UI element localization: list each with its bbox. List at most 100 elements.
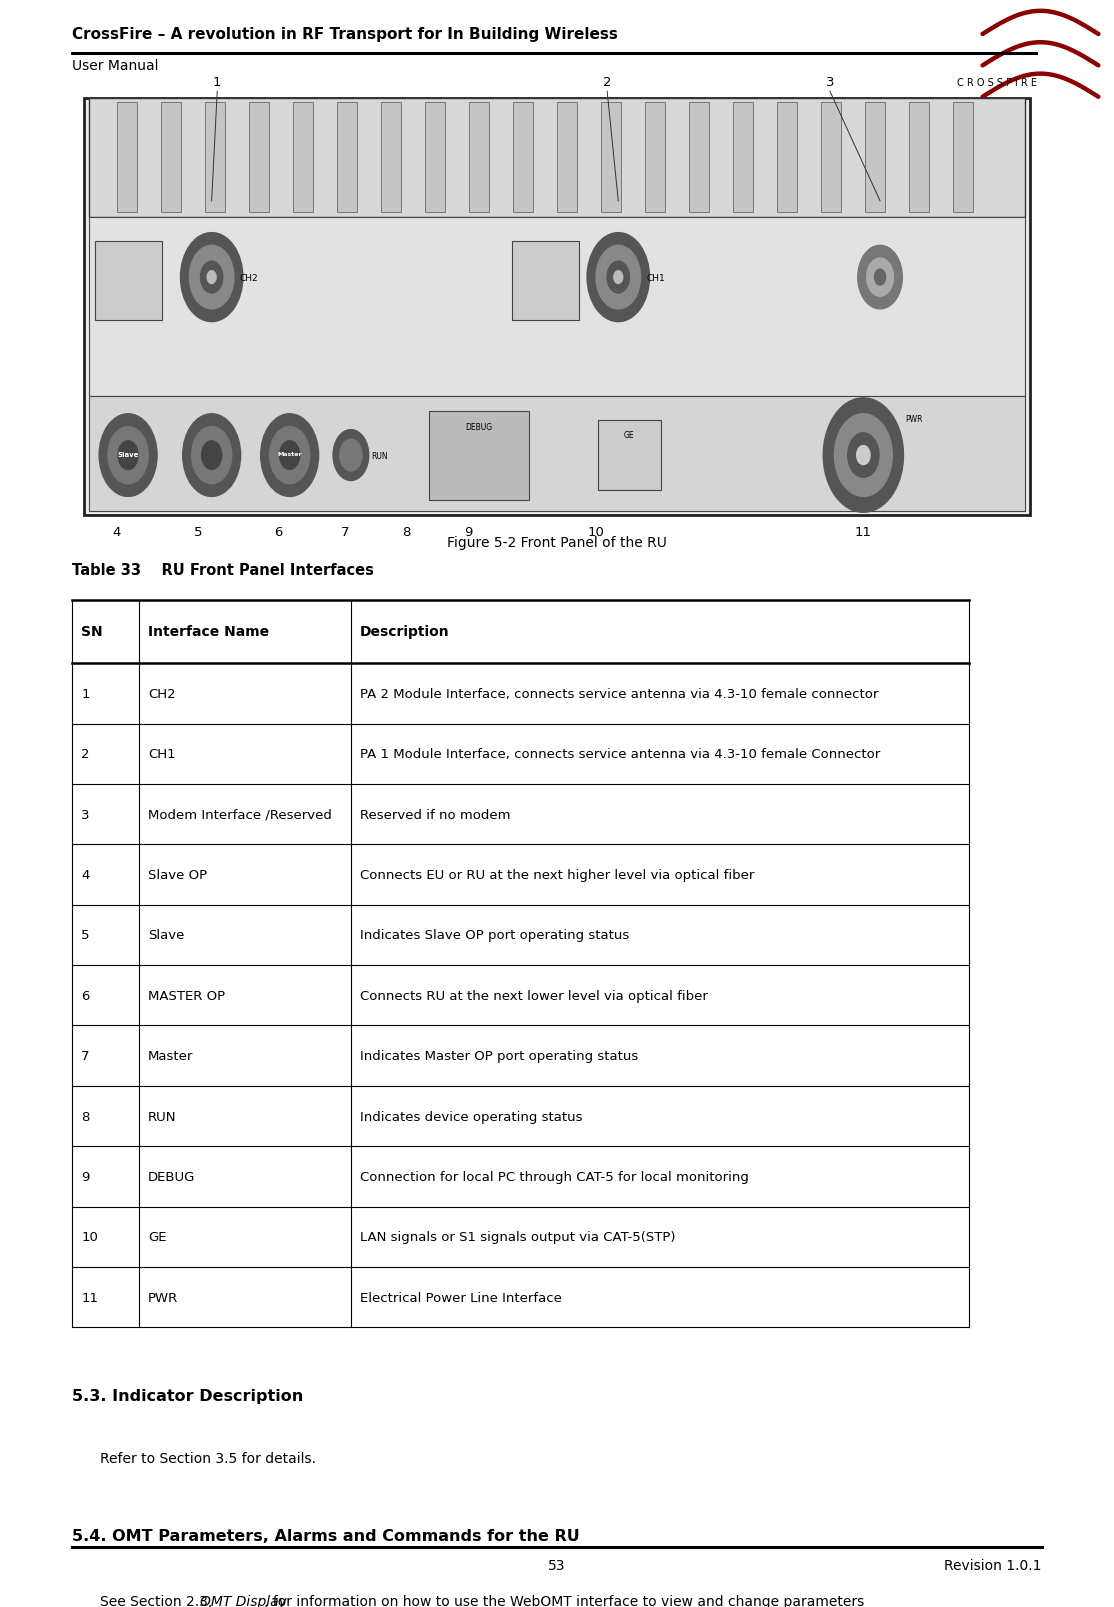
Text: 9: 9 xyxy=(463,525,472,538)
Text: 10: 10 xyxy=(81,1231,98,1244)
Bar xyxy=(602,103,620,212)
Text: Master: Master xyxy=(277,452,302,456)
Circle shape xyxy=(280,442,300,471)
Text: Reserved if no modem: Reserved if no modem xyxy=(360,808,510,821)
Text: PWR: PWR xyxy=(906,415,924,424)
Bar xyxy=(688,103,709,212)
Bar xyxy=(557,103,577,212)
Text: CH1: CH1 xyxy=(148,747,176,760)
Circle shape xyxy=(823,399,903,513)
Circle shape xyxy=(202,442,222,471)
Circle shape xyxy=(99,415,157,497)
Circle shape xyxy=(874,270,886,286)
Text: DEBUG: DEBUG xyxy=(466,423,492,432)
Text: Slave: Slave xyxy=(117,452,139,458)
Bar xyxy=(954,103,973,212)
Circle shape xyxy=(614,272,623,284)
Text: 5: 5 xyxy=(194,525,203,538)
Text: User Manual: User Manual xyxy=(72,59,159,72)
Text: 7: 7 xyxy=(81,1049,90,1062)
Text: SN: SN xyxy=(81,625,102,640)
Circle shape xyxy=(261,415,319,497)
Bar xyxy=(84,98,1030,516)
Text: Revision 1.0.1: Revision 1.0.1 xyxy=(944,1559,1042,1572)
Text: 8: 8 xyxy=(402,525,411,538)
Circle shape xyxy=(207,272,216,284)
Bar xyxy=(733,103,753,212)
Circle shape xyxy=(587,233,649,323)
Bar xyxy=(512,241,579,321)
Bar xyxy=(864,103,885,212)
Circle shape xyxy=(183,415,241,497)
Text: 53: 53 xyxy=(548,1559,566,1572)
Circle shape xyxy=(834,415,892,497)
Text: Indicates device operating status: Indicates device operating status xyxy=(360,1110,583,1123)
Bar xyxy=(469,103,489,212)
Bar xyxy=(909,103,929,212)
Text: Modem Interface /Reserved: Modem Interface /Reserved xyxy=(148,808,332,821)
Bar xyxy=(117,103,137,212)
Text: Connects EU or RU at the next higher level via optical fiber: Connects EU or RU at the next higher lev… xyxy=(360,868,754,881)
Text: C R O S S F I R E: C R O S S F I R E xyxy=(957,77,1037,88)
Text: 7: 7 xyxy=(341,525,350,538)
Circle shape xyxy=(270,427,310,484)
Circle shape xyxy=(118,442,138,471)
Bar xyxy=(205,103,225,212)
Text: 6: 6 xyxy=(81,990,90,1003)
Text: RUN: RUN xyxy=(371,452,388,460)
Bar xyxy=(821,103,841,212)
Text: Connection for local PC through CAT-5 for local monitoring: Connection for local PC through CAT-5 fo… xyxy=(360,1170,749,1183)
Circle shape xyxy=(180,233,243,323)
Text: PA 1 Module Interface, connects service antenna via 4.3-10 female Connector: PA 1 Module Interface, connects service … xyxy=(360,747,880,760)
Text: 11: 11 xyxy=(81,1290,98,1303)
Bar xyxy=(160,103,180,212)
Text: Indicates Slave OP port operating status: Indicates Slave OP port operating status xyxy=(360,929,629,942)
Text: 5: 5 xyxy=(81,929,90,942)
Text: 5.4. OMT Parameters, Alarms and Commands for the RU: 5.4. OMT Parameters, Alarms and Commands… xyxy=(72,1528,580,1543)
Text: Slave: Slave xyxy=(148,929,185,942)
Circle shape xyxy=(858,246,902,310)
Bar xyxy=(89,98,1025,217)
Text: MASTER OP: MASTER OP xyxy=(148,990,225,1003)
Text: 6: 6 xyxy=(274,525,283,538)
Circle shape xyxy=(192,427,232,484)
Text: Indicates Master OP port operating status: Indicates Master OP port operating statu… xyxy=(360,1049,638,1062)
Text: GE: GE xyxy=(624,431,635,440)
Text: 10: 10 xyxy=(587,525,605,538)
Circle shape xyxy=(108,427,148,484)
Text: PWR: PWR xyxy=(148,1290,178,1303)
Text: RUN: RUN xyxy=(148,1110,177,1123)
Bar xyxy=(598,421,661,490)
Text: Connects RU at the next lower level via optical fiber: Connects RU at the next lower level via … xyxy=(360,990,707,1003)
Text: Master: Master xyxy=(148,1049,194,1062)
Circle shape xyxy=(333,431,369,480)
Text: CH2: CH2 xyxy=(240,273,258,283)
Bar xyxy=(338,103,356,212)
Text: 3: 3 xyxy=(81,808,90,821)
Text: 5.3. Indicator Description: 5.3. Indicator Description xyxy=(72,1388,304,1403)
Text: 4: 4 xyxy=(113,525,121,538)
Circle shape xyxy=(340,440,362,472)
Text: CH1: CH1 xyxy=(646,273,665,283)
Text: See Section 2.3,: See Section 2.3, xyxy=(100,1594,217,1607)
Text: 1: 1 xyxy=(81,688,90,701)
Text: Figure 5-2 Front Panel of the RU: Figure 5-2 Front Panel of the RU xyxy=(447,535,667,550)
Text: Refer to Section 3.5 for details.: Refer to Section 3.5 for details. xyxy=(100,1451,316,1466)
Text: CH2: CH2 xyxy=(148,688,176,701)
Text: 9: 9 xyxy=(81,1170,90,1183)
Text: LAN signals or S1 signals output via CAT-5(STP): LAN signals or S1 signals output via CAT… xyxy=(360,1231,675,1244)
Bar xyxy=(645,103,665,212)
Text: 8: 8 xyxy=(81,1110,90,1123)
Bar xyxy=(512,103,532,212)
Circle shape xyxy=(201,262,223,294)
Text: CrossFire – A revolution in RF Transport for In Building Wireless: CrossFire – A revolution in RF Transport… xyxy=(72,27,618,42)
Bar xyxy=(778,103,797,212)
Circle shape xyxy=(596,246,641,310)
Text: , for information on how to use the WebOMT interface to view and change paramete: , for information on how to use the WebO… xyxy=(264,1594,864,1607)
Text: Electrical Power Line Interface: Electrical Power Line Interface xyxy=(360,1290,561,1303)
Text: 2: 2 xyxy=(81,747,90,760)
Text: 1: 1 xyxy=(213,76,222,88)
Text: GE: GE xyxy=(148,1231,167,1244)
Text: 11: 11 xyxy=(854,525,872,538)
Circle shape xyxy=(607,262,629,294)
